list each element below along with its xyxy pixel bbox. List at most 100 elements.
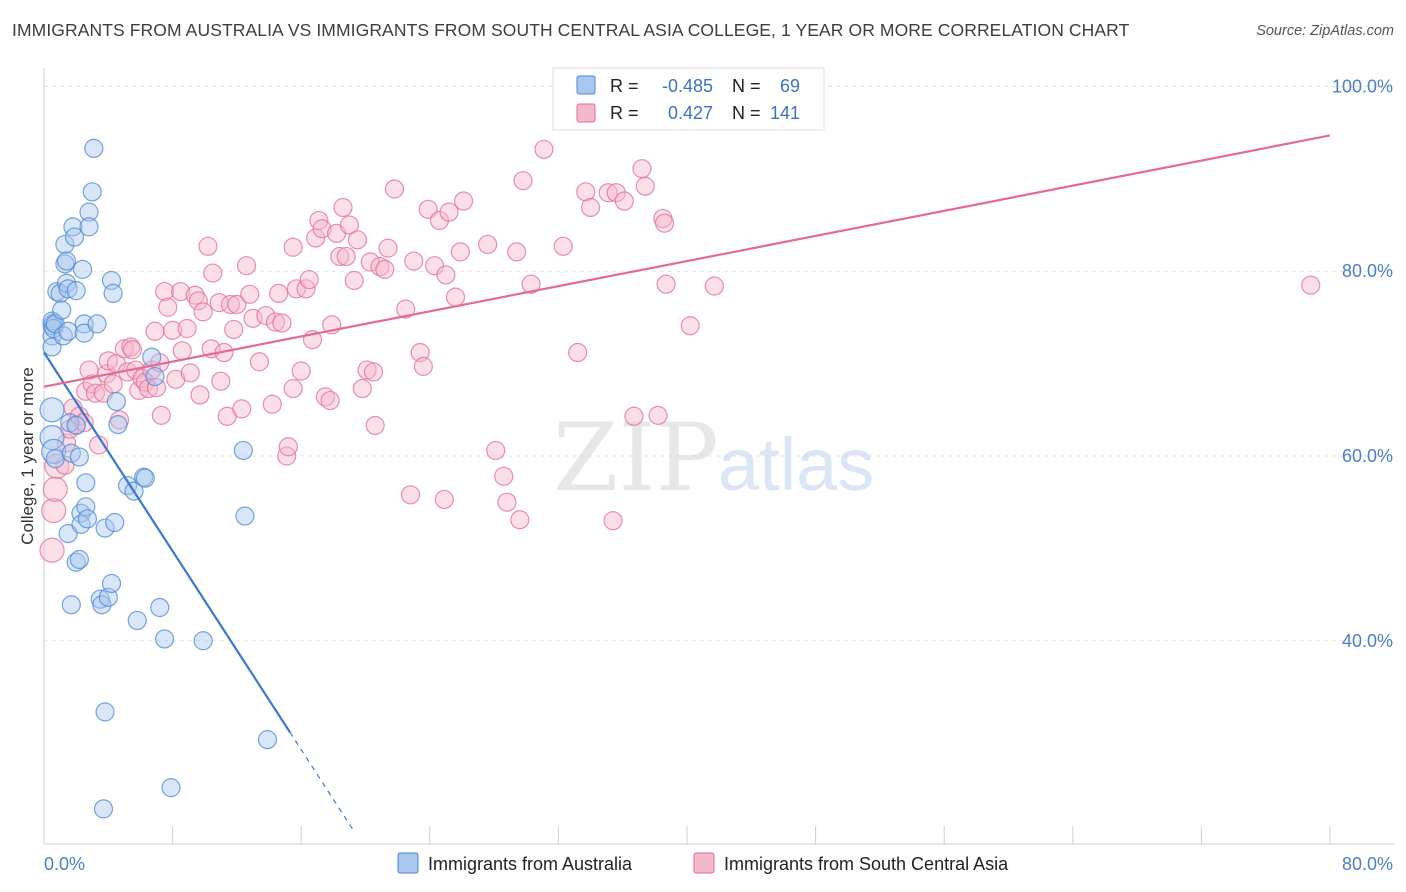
south-central-asia-point: [352, 378, 372, 399]
south-central-asia-point: [396, 299, 416, 319]
bottom-legend-swatch-blue: [397, 852, 419, 874]
south-central-asia-point: [434, 489, 454, 510]
south-central-asia-point: [384, 179, 405, 199]
y-tick-label: 40.0%: [1342, 631, 1393, 651]
australia-trend-extension: [289, 731, 354, 830]
watermark-atlas: atlas: [718, 423, 874, 506]
australia-point: [135, 468, 155, 488]
australia-point: [66, 415, 86, 436]
south-central-asia-point: [576, 182, 596, 202]
south-central-asia-point: [375, 259, 395, 279]
australia-point: [84, 138, 104, 158]
south-central-asia-point: [224, 319, 244, 340]
south-central-asia-point: [145, 321, 165, 341]
south-central-asia-point: [39, 537, 65, 563]
south-central-asia-point: [42, 476, 68, 502]
south-central-asia-point: [347, 230, 368, 250]
south-central-asia-point: [413, 356, 433, 376]
y-tick-label: 60.0%: [1342, 446, 1393, 466]
south-central-asia-point: [339, 215, 360, 235]
south-central-asia-point: [286, 279, 306, 299]
watermark-zip: ZIP: [553, 404, 719, 513]
australia-point: [63, 217, 83, 237]
south-central-asia-point: [320, 390, 340, 411]
south-central-asia-point: [272, 313, 292, 333]
australia-point: [193, 631, 213, 651]
australia-point: [76, 473, 96, 493]
south-central-asia-point: [404, 251, 424, 271]
australia-point: [154, 629, 175, 649]
south-central-asia-point: [606, 183, 626, 203]
australia-point: [41, 438, 67, 464]
south-central-asia-point: [635, 176, 655, 196]
south-central-asia-point: [41, 497, 67, 524]
legend-n-value-2: 141: [770, 103, 800, 123]
south-central-asia-point: [510, 510, 530, 530]
south-central-asia-point: [494, 466, 514, 486]
australia-point: [105, 512, 125, 533]
australia-point: [92, 595, 112, 615]
south-central-asia-point: [333, 197, 353, 218]
south-central-asia-point: [365, 415, 385, 436]
south-central-asia-point: [151, 405, 171, 425]
south-central-asia-point: [400, 485, 421, 505]
australia-point: [56, 251, 77, 271]
australia-point: [93, 799, 114, 819]
south-central-asia-point: [580, 197, 601, 218]
south-central-asia-point: [336, 246, 356, 267]
south-central-asia-point: [227, 294, 247, 315]
australia-point: [257, 730, 278, 750]
bottom-legend: Immigrants from Australia Immigrants fro…: [397, 852, 1009, 874]
south-central-asia-point: [598, 183, 618, 203]
legend-r-label-2: R =: [610, 103, 639, 123]
south-central-asia-point: [614, 191, 634, 211]
south-central-asia-point: [378, 238, 398, 258]
south-central-asia-point: [103, 374, 123, 394]
south-central-asia-point: [283, 378, 303, 399]
south-central-asia-point: [312, 219, 332, 239]
south-central-asia-point: [265, 312, 286, 332]
south-central-asia-point: [262, 394, 282, 414]
australia-point: [39, 424, 65, 451]
south-central-asia-point: [497, 492, 517, 512]
y-tick-label: 80.0%: [1342, 261, 1393, 281]
south-central-asia-point: [122, 340, 143, 360]
legend-swatch-blue: [576, 75, 596, 95]
correlation-legend: R = -0.485 N = 69 R = 0.427 N = 141: [552, 67, 825, 131]
australia-point: [76, 497, 96, 517]
australia-point: [58, 279, 78, 299]
australia-point: [66, 281, 86, 301]
south-central-asia-point: [1301, 275, 1321, 295]
south-central-asia-point: [44, 453, 70, 479]
bottom-legend-label-1: Immigrants from Australia: [428, 854, 633, 874]
watermark: ZIP atlas: [553, 404, 874, 513]
south-central-asia-point: [624, 406, 644, 426]
south-central-asia-point: [656, 274, 676, 294]
australia-point: [52, 300, 72, 320]
south-central-asia-point: [453, 191, 474, 211]
australia-point: [64, 227, 85, 247]
south-central-asia-point: [158, 297, 178, 317]
south-central-asia-point: [198, 236, 218, 256]
x-tick-label-min: 0.0%: [44, 854, 85, 874]
south-central-asia-point: [291, 361, 311, 381]
chart-title: IMMIGRANTS FROM AUSTRALIA VS IMMIGRANTS …: [12, 20, 1130, 40]
australia-point: [145, 366, 165, 387]
australia-point: [58, 523, 78, 544]
south-central-asia-point: [236, 256, 257, 276]
south-central-asia-point: [114, 339, 134, 359]
legend-n-label-1: N =: [732, 76, 761, 96]
y-tick-label: 100.0%: [1332, 76, 1393, 96]
south-central-asia-point: [172, 341, 192, 361]
south-central-asia-point: [232, 399, 252, 419]
south-central-asia-point: [188, 291, 208, 311]
australia-point: [103, 283, 123, 304]
australia-point: [127, 610, 147, 631]
south-central-asia-point: [269, 283, 289, 304]
south-central-asia-point: [163, 320, 183, 340]
south-central-asia-point: [283, 237, 303, 257]
south-central-asia-point: [363, 362, 384, 382]
south-central-asia-point: [203, 263, 223, 283]
south-central-asia-point: [568, 342, 588, 363]
